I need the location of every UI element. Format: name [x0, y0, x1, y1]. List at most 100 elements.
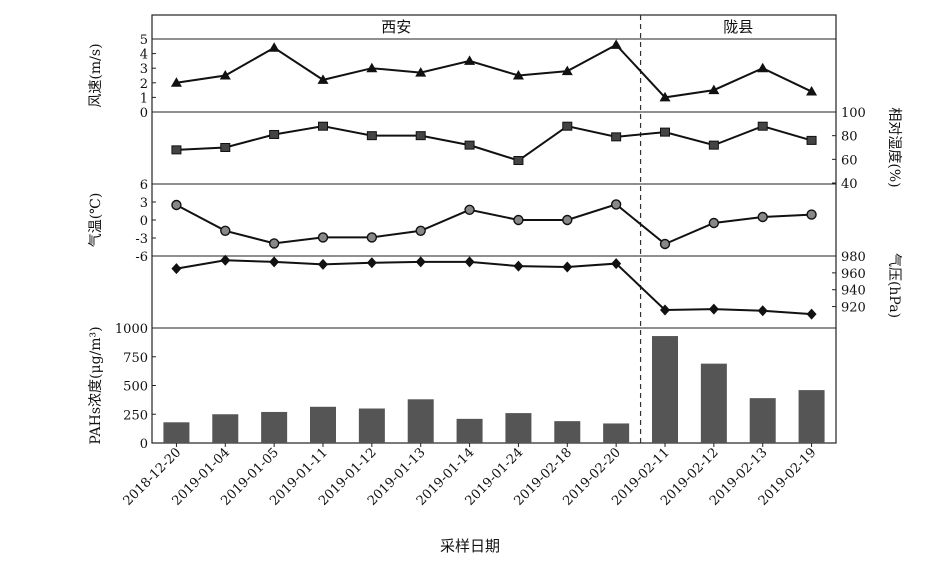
series-line-temperature: [175, 203, 812, 246]
panel-pressure: 920 940 960 980 气压(hPa): [171, 250, 902, 320]
data-point-temperature: [659, 238, 671, 250]
region-labels: 西安 陇县: [381, 18, 753, 36]
y-tick-label: 500: [123, 380, 148, 395]
y-tick-label: 40: [841, 177, 858, 192]
plot-frame: [151, 14, 837, 444]
data-point-temperature: [366, 232, 378, 243]
y-axis-title-wind: 风速(m/s): [88, 43, 104, 107]
bar-pahs: [652, 336, 678, 443]
x-axis: 2018-12-202019-01-042019-01-052019-01-11…: [121, 443, 819, 509]
series-line-pressure: [176, 259, 812, 316]
y-tick-label: 2: [140, 77, 148, 92]
bar-pahs: [163, 422, 190, 443]
data-point-pressure: [757, 305, 768, 317]
data-point-pressure: [220, 254, 231, 266]
y-tick-label: 60: [841, 153, 858, 168]
y-axis-title-pahs: PAHs浓度(μg/m³): [88, 326, 104, 444]
data-point-pressure: [415, 256, 426, 268]
data-point-wind: [415, 67, 427, 77]
y-axis-title-humidity: 相对湿度(%): [886, 107, 902, 187]
data-point-humidity: [415, 131, 426, 141]
data-point-pressure: [464, 256, 475, 268]
data-point-pressure: [171, 263, 182, 275]
bar-pahs: [407, 399, 434, 443]
data-point-humidity: [660, 127, 670, 137]
y-tick-label: 0: [140, 214, 148, 229]
bar-pahs: [700, 363, 727, 443]
data-point-wind: [512, 70, 524, 80]
data-point-temperature: [513, 214, 524, 226]
data-point-temperature: [708, 217, 720, 229]
y-tick-label: 1000: [115, 322, 148, 337]
y-tick-label: 4: [140, 48, 148, 63]
data-point-pressure: [611, 258, 622, 270]
data-point-humidity: [806, 135, 817, 145]
data-point-humidity: [562, 121, 573, 131]
data-point-temperature: [171, 199, 182, 211]
y-tick-label: 3: [140, 62, 148, 77]
data-point-temperature: [610, 199, 622, 210]
y-tick-label: 1: [140, 91, 148, 106]
data-point-humidity: [171, 145, 182, 155]
y-tick-label: 6: [140, 178, 148, 193]
data-point-wind: [317, 74, 329, 84]
data-point-temperature: [268, 238, 280, 249]
data-point-pressure: [366, 257, 377, 269]
y-tick-label: 80: [841, 130, 858, 145]
data-point-humidity: [464, 140, 475, 150]
panel-pahs: 0 250 500 750 1000 PAHs浓度(μg/m³): [88, 322, 825, 452]
plot-border: [151, 14, 837, 444]
bar-pahs: [456, 418, 483, 443]
data-point-wind: [610, 39, 622, 49]
data-point-temperature: [464, 204, 475, 216]
x-axis-title: 采样日期: [440, 537, 500, 555]
data-point-wind: [268, 42, 280, 52]
data-point-humidity: [708, 140, 719, 150]
data-point-temperature: [415, 225, 426, 237]
data-point-humidity: [269, 129, 280, 139]
region-label-longxian: 陇县: [723, 18, 753, 36]
data-point-pressure: [708, 303, 719, 315]
data-point-pressure: [513, 260, 524, 272]
y-tick-label: 250: [123, 408, 148, 423]
panel-temperature: -6 -3 0 3 6 气温(℃): [88, 178, 817, 265]
data-point-temperature: [806, 209, 817, 220]
data-point-wind: [170, 77, 182, 87]
y-tick-label: 960: [841, 267, 866, 282]
y-tick-label: 3: [140, 196, 148, 211]
bar-pahs: [603, 423, 630, 443]
data-point-wind: [757, 62, 769, 73]
data-point-temperature: [317, 232, 329, 243]
y-tick-label: -6: [135, 250, 148, 265]
data-point-pressure: [660, 304, 670, 316]
bar-pahs: [310, 406, 336, 443]
bar-pahs: [749, 398, 776, 443]
data-point-humidity: [366, 131, 377, 141]
data-point-temperature: [757, 211, 768, 223]
panel-humidity: 40 60 80 100 相对湿度(%): [171, 106, 902, 192]
data-point-temperature: [562, 214, 573, 226]
bar-pahs: [358, 408, 385, 443]
data-point-humidity: [318, 121, 328, 131]
bar-pahs: [798, 390, 825, 443]
data-point-wind: [806, 86, 818, 96]
y-tick-label: 980: [841, 250, 866, 265]
y-axis-title-temperature: 气温(℃): [88, 193, 104, 248]
series-line-wind: [176, 43, 813, 99]
data-point-pressure: [806, 308, 817, 320]
data-point-humidity: [513, 156, 524, 166]
y-tick-label: 940: [841, 284, 866, 299]
data-point-wind: [464, 55, 476, 65]
y-tick-label: 100: [841, 106, 866, 121]
data-point-humidity: [220, 143, 231, 152]
data-point-temperature: [220, 225, 231, 237]
y-tick-label: 0: [140, 437, 148, 452]
data-point-wind: [366, 62, 378, 73]
data-point-pressure: [269, 256, 280, 268]
series-line-humidity: [176, 125, 812, 162]
y-tick-label: 750: [123, 351, 148, 366]
y-tick-label: 920: [841, 301, 866, 316]
data-point-wind: [219, 70, 231, 80]
